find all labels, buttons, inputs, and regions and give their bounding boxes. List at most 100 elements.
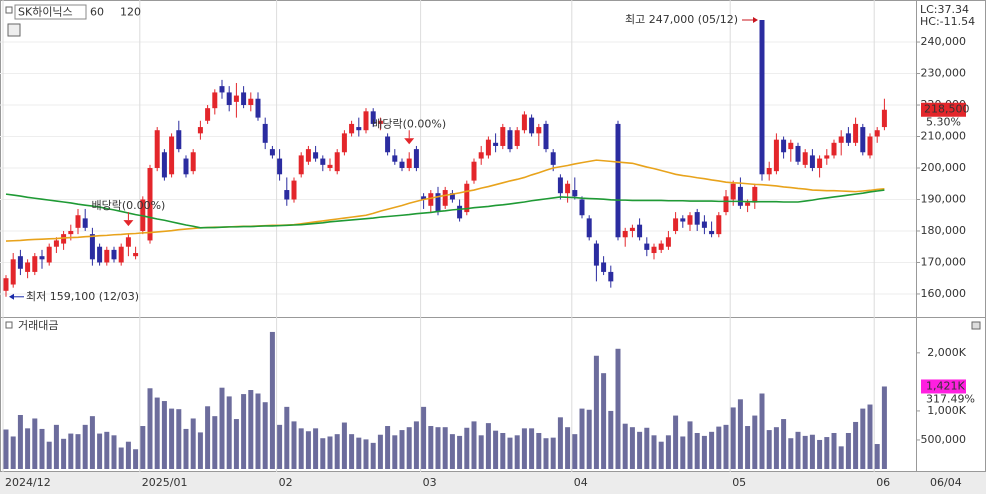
candle-body — [406, 158, 412, 169]
volume-bar — [507, 437, 513, 469]
volume-bar — [831, 432, 837, 469]
candle-body — [845, 133, 851, 143]
y-tick-label: 190,000 — [921, 192, 967, 205]
candle-body — [572, 190, 578, 197]
candle-body — [485, 139, 491, 156]
candle-body — [716, 215, 722, 235]
candle-body — [601, 262, 607, 272]
volume-bar — [500, 432, 506, 469]
volume-bar — [190, 418, 196, 469]
volume-bar — [327, 436, 333, 469]
y-tick-label: 200,000 — [921, 161, 967, 174]
candle-body — [881, 109, 887, 128]
volume-bar — [169, 408, 175, 469]
annotation: 배당락(0.00%) — [372, 117, 446, 130]
volume-bar — [212, 416, 218, 469]
annotation: 최저 159,100 (12/03) — [26, 290, 139, 303]
candle-body — [773, 139, 779, 172]
volume-bar — [586, 409, 592, 469]
candle-body — [61, 234, 67, 244]
candle-body — [615, 123, 621, 238]
candle-body — [795, 145, 801, 162]
volume-bar — [140, 426, 146, 469]
volume-bar — [557, 417, 563, 469]
volume-bar — [493, 430, 499, 469]
y-tick-label: 180,000 — [921, 224, 967, 237]
icon — [5, 6, 13, 14]
candle-body — [493, 142, 499, 146]
moving-average — [5, 159, 885, 242]
candle-body — [809, 155, 815, 169]
candle-body — [53, 240, 59, 247]
candle-body — [363, 111, 369, 131]
volume-bar — [565, 427, 571, 469]
icon — [5, 321, 13, 329]
candle-body — [853, 123, 859, 143]
volume-bar — [39, 428, 45, 469]
candle-body — [118, 246, 124, 263]
y-tick-label: 500,000 — [921, 433, 967, 446]
candle-body — [10, 259, 16, 285]
volume-bar — [53, 424, 59, 469]
volume-bar — [608, 410, 614, 469]
candle-body — [327, 164, 333, 169]
volume-bar — [32, 418, 38, 469]
volume-bar — [845, 432, 851, 469]
candle-body — [385, 136, 391, 153]
candle-body — [284, 190, 290, 200]
icon — [7, 23, 21, 37]
candle-body — [269, 149, 275, 156]
volume-bar — [197, 432, 203, 469]
volume-bar — [147, 388, 153, 469]
candle-body — [586, 218, 592, 238]
volume-bar — [284, 406, 290, 469]
candle-body — [478, 152, 484, 159]
volume-bar — [752, 415, 758, 469]
candle-body — [298, 155, 304, 175]
volume-bar — [399, 430, 405, 469]
candle-body — [97, 246, 103, 263]
candle-body — [471, 161, 477, 181]
volume-bar — [442, 427, 448, 469]
volume-bar — [766, 430, 772, 469]
x-tick-label: 2024/12 — [5, 476, 51, 489]
annotation: 최고 247,000 (05/12) — [625, 13, 738, 26]
candle-body — [529, 117, 535, 134]
candle-body — [752, 186, 758, 203]
y-tick-label: 2,000K — [927, 346, 966, 359]
volume-bar — [25, 428, 31, 469]
volume-bar — [255, 393, 261, 469]
last-value-box — [921, 379, 966, 394]
volume-bar — [673, 415, 679, 469]
volume-bar — [716, 426, 722, 469]
volume-bar — [781, 419, 787, 469]
panel-title: 거래대금 — [18, 319, 58, 332]
volume-bar — [687, 421, 693, 469]
volume-bar — [349, 434, 355, 469]
candle-body — [154, 130, 160, 169]
candle-body — [593, 243, 599, 266]
volume-bar — [133, 449, 139, 469]
candle-body — [320, 158, 326, 165]
volume-bar — [521, 428, 527, 469]
volume-bar — [593, 355, 599, 469]
volume-bar — [413, 421, 419, 469]
candle-body — [514, 130, 520, 146]
candle-body — [824, 155, 830, 159]
candle-body — [262, 123, 268, 143]
x-tick-label: 05 — [732, 476, 746, 489]
candle-body — [637, 224, 643, 238]
y-tick-label: 160,000 — [921, 287, 967, 300]
candle-body — [680, 218, 686, 222]
candle-body — [709, 230, 715, 235]
candle-body — [399, 161, 405, 169]
last-date: 06/04 — [930, 476, 962, 489]
candle-body — [341, 133, 347, 153]
volume-bar — [788, 438, 794, 469]
volume-bar — [3, 429, 9, 469]
arrow-head — [9, 293, 14, 300]
volume-bar — [622, 423, 628, 469]
volume-bar — [363, 439, 369, 469]
volume-bar — [219, 387, 225, 469]
volume-bar — [10, 436, 16, 469]
